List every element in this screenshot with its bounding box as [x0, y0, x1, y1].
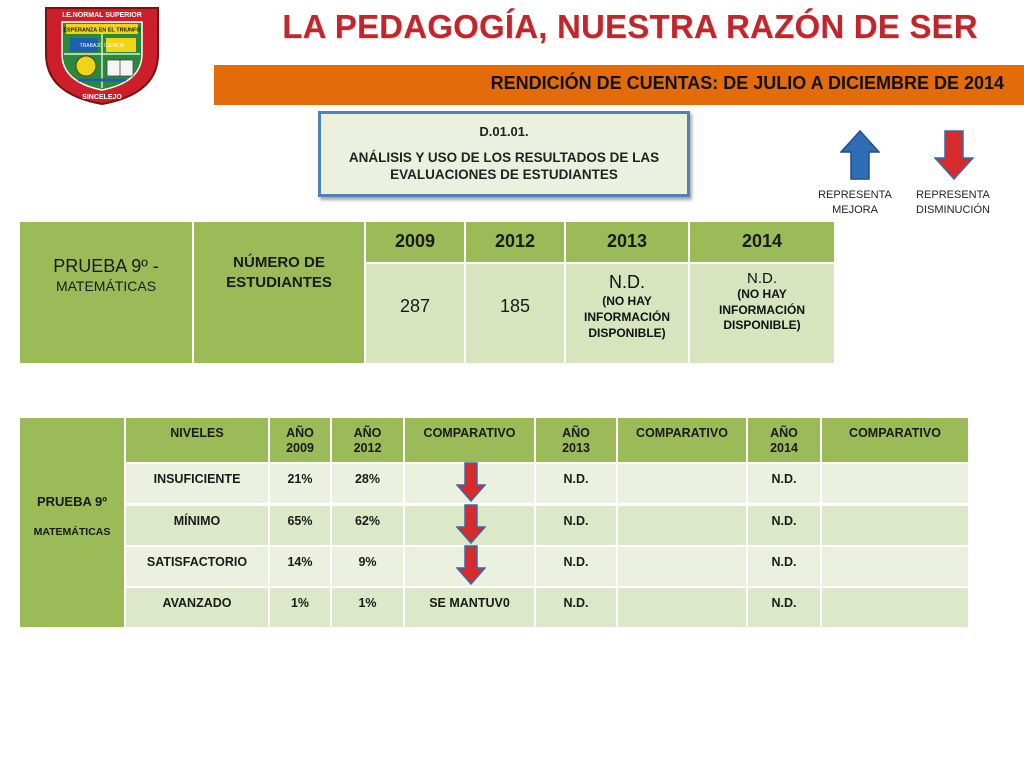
t2-cell-y2014: N.D.	[748, 506, 820, 545]
indicator-code: D.01.01.	[479, 124, 529, 139]
t2-cell-level: SATISFACTORIO	[126, 547, 268, 586]
t1-subject-cell: PRUEBA 9º - MATEMÁTICAS	[20, 222, 192, 363]
indicator-box: D.01.01. ANÁLISIS Y USO DE LOS RESULTADO…	[318, 111, 690, 197]
page-title: LA PEDAGOGÍA, NUESTRA RAZÓN DE SER	[282, 8, 978, 45]
t2-cell-level: INSUFICIENTE	[126, 464, 268, 503]
t2-cell-y2014: N.D.	[748, 588, 820, 627]
t1-year-header: 2013	[566, 222, 688, 262]
legend-down-label: REPRESENTA DISMINUCIÓN	[916, 189, 990, 216]
t1-value-2014: N.D. (NO HAY INFORMACIÓN DISPONIBLE)	[690, 264, 834, 363]
t2-cell-comp2	[618, 506, 746, 545]
down-arrow-icon	[933, 130, 975, 181]
t2-cell-y2013: N.D.	[536, 588, 616, 627]
t2-cell-y2012: 1%	[332, 588, 403, 627]
t2-header-comparative-2: COMPARATIVO	[618, 418, 746, 462]
t1-value-2013: N.D. (NO HAY INFORMACIÓN DISPONIBLE)	[566, 264, 688, 363]
decrease-arrow-icon	[456, 545, 486, 585]
t1-year-header: 2014	[690, 222, 834, 262]
t2-cell-y2009: 1%	[270, 588, 330, 627]
t2-cell-comp3	[822, 547, 968, 586]
t2-header-2009: AÑO 2009	[270, 418, 330, 462]
t2-cell-y2009: 14%	[270, 547, 330, 586]
t2-cell-y2012: 9%	[332, 547, 403, 586]
t2-header-2013: AÑO 2013	[536, 418, 616, 462]
t2-cell-y2013: N.D.	[536, 547, 616, 586]
t2-header-levels: NIVELES	[126, 418, 268, 462]
up-arrow-icon	[839, 129, 881, 180]
t1-students-label-cell: NÚMERO DE ESTUDIANTES	[194, 222, 364, 363]
indicator-description: ANÁLISIS Y USO DE LOS RESULTADOS DE LAS …	[348, 150, 660, 182]
t1-subject-line1: PRUEBA 9º -	[53, 256, 159, 276]
t2-cell-y2009: 21%	[270, 464, 330, 503]
t2-cell-comp1: SE MANTUV0	[405, 588, 534, 627]
t2-cell-comp3	[822, 588, 968, 627]
t2-cell-comp3	[822, 464, 968, 503]
legend-down	[933, 130, 975, 185]
t2-cell-comp2	[618, 588, 746, 627]
t2-cell-y2014: N.D.	[748, 464, 820, 503]
t2-cell-comp3	[822, 506, 968, 545]
t2-cell-level: MÍNIMO	[126, 506, 268, 545]
t2-cell-comp2	[618, 547, 746, 586]
t2-subject-cell: PRUEBA 9º MATEMÁTICAS	[20, 418, 124, 627]
t1-value-2012: 185	[466, 264, 564, 363]
banner-text: RENDICIÓN DE CUENTAS: DE JULIO A DICIEMB…	[490, 73, 1004, 93]
t2-header-2014: AÑO 2014	[748, 418, 820, 462]
t2-subject-line1: PRUEBA 9º	[36, 494, 107, 509]
t2-subject-line2: MATEMÁTICAS	[33, 526, 111, 538]
t1-year-header: 2012	[466, 222, 564, 262]
t1-year-header: 2009	[366, 222, 464, 262]
t2-cell-y2013: N.D.	[536, 506, 616, 545]
t1-value-2009: 287	[366, 264, 464, 363]
school-crest-logo: I.E.NORMAL SUPERIOR ESPERANZA EN EL TRIU…	[40, 2, 164, 106]
logo-top-text: I.E.NORMAL SUPERIOR	[62, 12, 142, 19]
t2-cell-comp2	[618, 464, 746, 503]
t2-header-comparative-3: COMPARATIVO	[822, 418, 968, 462]
t2-cell-level: AVANZADO	[126, 588, 268, 627]
t2-cell-y2013: N.D.	[536, 464, 616, 503]
report-banner: RENDICIÓN DE CUENTAS: DE JULIO A DICIEMB…	[214, 65, 1024, 105]
logo-motto: ESPERANZA EN EL TRIUNFO	[63, 28, 141, 34]
t2-cell-y2014: N.D.	[748, 547, 820, 586]
logo-bottom-text: SINCELEJO	[82, 94, 122, 101]
t2-cell-y2012: 62%	[332, 506, 403, 545]
t2-cell-y2012: 28%	[332, 464, 403, 503]
legend-up	[839, 129, 881, 185]
t2-cell-y2009: 65%	[270, 506, 330, 545]
logo-words: TRABAJO CIENCIA	[80, 43, 125, 49]
t2-header-2012: AÑO 2012	[332, 418, 403, 462]
t1-subject-line2: MATEMÁTICAS	[55, 278, 157, 294]
legend-up-label: REPRESENTA MEJORA	[818, 189, 892, 216]
t2-header-comparative-1: COMPARATIVO	[405, 418, 534, 462]
decrease-arrow-icon	[456, 462, 486, 502]
decrease-arrow-icon	[456, 504, 486, 544]
